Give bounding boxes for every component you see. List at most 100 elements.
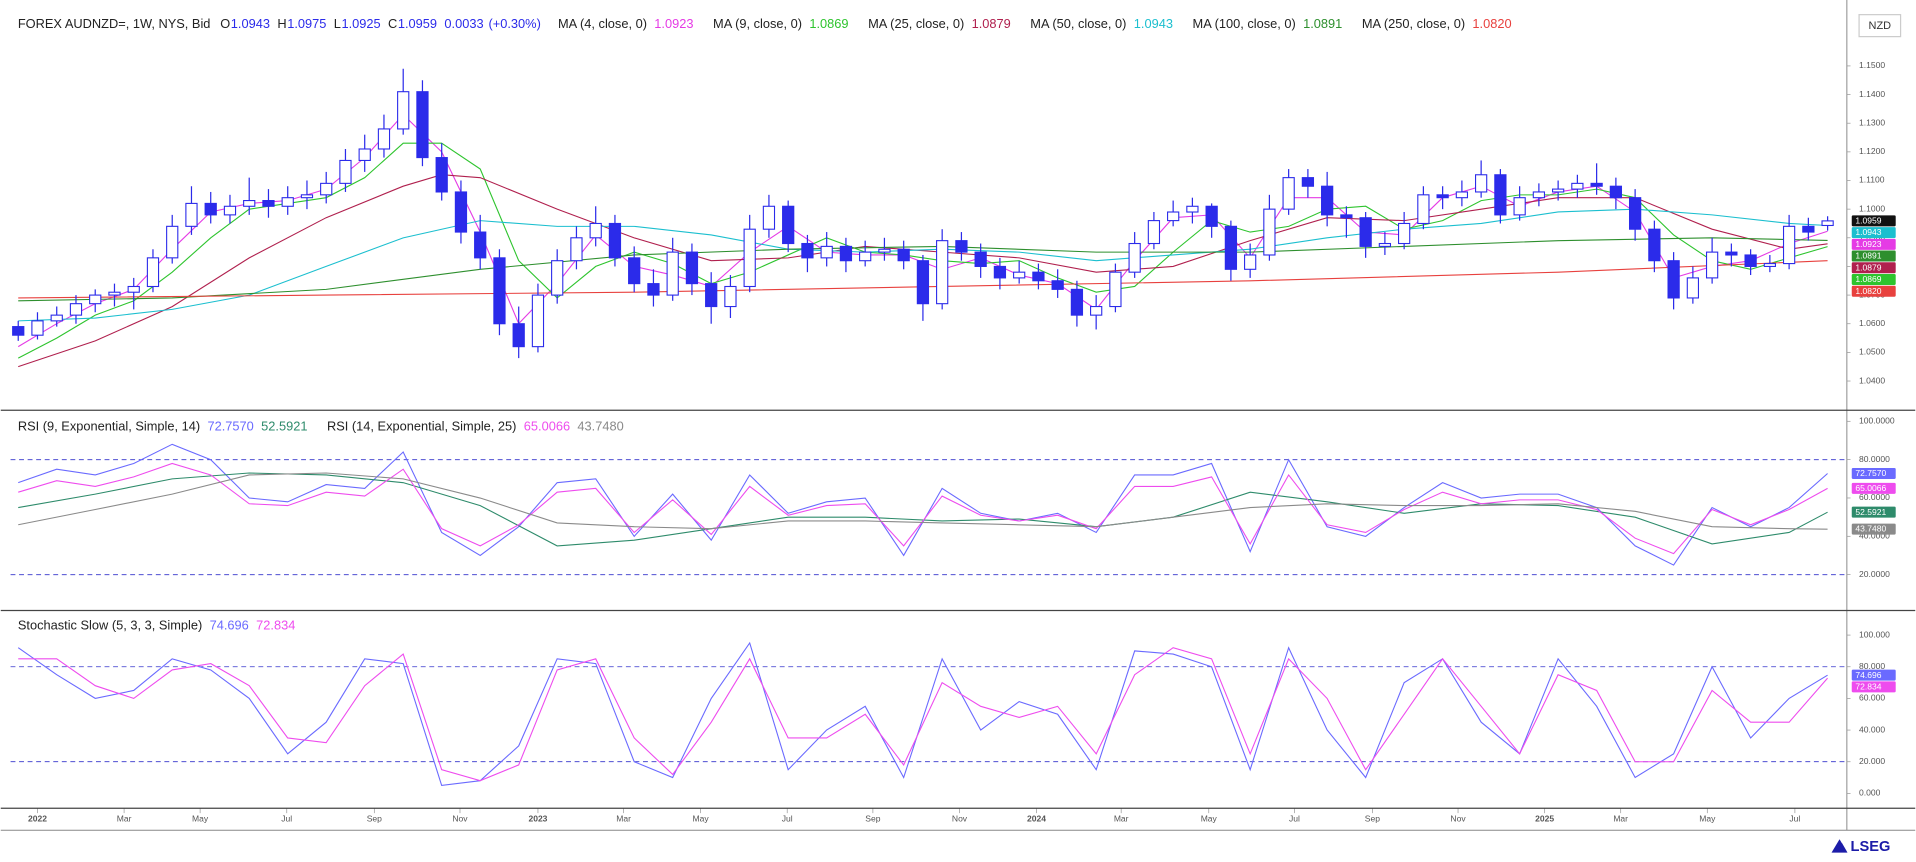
currency-box xyxy=(1858,14,1902,38)
header-text: (+0.30%) xyxy=(489,16,541,31)
candle-body xyxy=(1802,225,1815,233)
y-tick-label: 1.1400 xyxy=(1859,89,1885,99)
y-tick-label: 1.1100 xyxy=(1859,175,1885,185)
header-text: 1.0925 xyxy=(341,16,380,31)
candle-body xyxy=(1475,174,1488,193)
candle-body xyxy=(647,283,660,296)
header-text: 72.7570 xyxy=(207,419,253,434)
candle-body xyxy=(416,91,429,159)
y-tick-label: 1.0600 xyxy=(1859,318,1885,328)
header-text: 1.0959 xyxy=(398,16,437,31)
price-badge-label: 72.834 xyxy=(1855,681,1881,691)
candle-body xyxy=(31,320,44,336)
candle-body xyxy=(435,157,448,193)
candle-body xyxy=(916,260,930,305)
candle-body xyxy=(1821,220,1834,227)
candle-body xyxy=(1513,197,1526,216)
price-badge xyxy=(1851,482,1896,494)
header-text: 43.7480 xyxy=(577,419,623,434)
candle-body xyxy=(397,91,410,130)
header-text: MA (4, close, 0) xyxy=(558,16,647,31)
candle-body xyxy=(993,265,1007,279)
candle-body xyxy=(801,242,814,259)
candle-body xyxy=(146,257,160,288)
candle-body xyxy=(1648,228,1661,262)
y-tick-label: 1.0400 xyxy=(1859,375,1885,385)
price-badge-label: 74.696 xyxy=(1855,670,1881,680)
y-tick-label: 40.000 xyxy=(1859,724,1885,734)
candle-body xyxy=(589,222,602,239)
candle-body xyxy=(897,248,910,262)
candle-body xyxy=(859,251,872,262)
x-tick-label: 2023 xyxy=(528,814,547,824)
candle-body xyxy=(454,191,468,233)
candle-body xyxy=(839,245,853,262)
price-badge-label: 72.7570 xyxy=(1855,468,1886,478)
candle-body xyxy=(1090,305,1103,316)
candle-body xyxy=(185,202,198,227)
price-badge-label: 52.5921 xyxy=(1855,507,1886,517)
candle-body xyxy=(1725,251,1738,256)
x-tick-label: Mar xyxy=(1613,814,1628,824)
y-tick-label: 20.000 xyxy=(1859,756,1885,766)
price-badge xyxy=(1851,669,1896,681)
candle-body xyxy=(1609,185,1623,199)
header-text: 1.0943 xyxy=(231,16,270,31)
x-tick-label: Jul xyxy=(281,814,292,824)
x-tick-label: 2022 xyxy=(28,814,47,824)
candle-body xyxy=(820,245,833,259)
x-tick-label: 2025 xyxy=(1535,814,1554,824)
candle-body xyxy=(89,294,102,305)
candle-body xyxy=(1070,288,1084,316)
candle-body xyxy=(1321,185,1334,216)
y-tick-label: 1.1200 xyxy=(1859,146,1885,156)
price-badge-label: 1.0923 xyxy=(1855,239,1881,249)
x-tick-label: Mar xyxy=(616,814,631,824)
candle-body xyxy=(762,205,776,230)
candle-body xyxy=(358,148,371,161)
candle-body xyxy=(1282,177,1295,210)
y-tick-label: 1.1500 xyxy=(1859,60,1885,70)
header-text: 1.0820 xyxy=(1472,16,1511,31)
header-text: MA (50, close, 0) xyxy=(1030,16,1126,31)
candle-body xyxy=(1590,182,1603,187)
candle-body xyxy=(685,251,699,285)
header-text: RSI (9, Exponential, Simple, 14) xyxy=(18,419,200,434)
candle-body xyxy=(608,222,622,259)
price-badge-label: 1.0869 xyxy=(1855,274,1881,284)
y-tick-label: 60.0000 xyxy=(1859,492,1890,502)
candle-body xyxy=(1244,254,1257,270)
candle-body xyxy=(1417,194,1430,225)
candle-body xyxy=(1186,205,1199,213)
price-badge-label: 1.0879 xyxy=(1855,262,1881,272)
candle-body xyxy=(1224,225,1238,270)
x-tick-label: 2024 xyxy=(1027,814,1046,824)
candle-body xyxy=(243,200,256,207)
candle-body xyxy=(1744,254,1757,267)
candle-body xyxy=(551,260,564,296)
price-badge xyxy=(1851,227,1896,239)
y-tick-label: 100.0000 xyxy=(1859,416,1895,426)
price-badge xyxy=(1851,468,1896,480)
price-badge-label: 1.0943 xyxy=(1855,227,1881,237)
candle-body xyxy=(339,159,352,184)
x-tick-label: Jul xyxy=(1289,814,1300,824)
brand-logo: LSEG xyxy=(1831,839,1890,855)
brand-icon xyxy=(1831,839,1848,853)
price-badge xyxy=(1851,250,1896,262)
x-tick-label: May xyxy=(192,814,209,824)
header-text: FOREX AUDNZD=, 1W, NYS, Bid xyxy=(18,16,211,31)
y-tick-label: 20.0000 xyxy=(1859,569,1890,579)
header-text: Stochastic Slow (5, 3, 3, Simple) xyxy=(18,618,202,633)
candle-body xyxy=(1532,191,1546,199)
y-tick-label: 0.000 xyxy=(1859,788,1881,798)
price-badge xyxy=(1851,215,1896,227)
candle-body xyxy=(782,205,795,245)
candle-body xyxy=(1263,208,1276,256)
candle-body xyxy=(1128,242,1141,273)
header-text: 72.834 xyxy=(256,618,295,633)
candle-body xyxy=(1705,251,1719,279)
candle-body xyxy=(1398,222,1411,245)
price-badge xyxy=(1851,285,1896,297)
